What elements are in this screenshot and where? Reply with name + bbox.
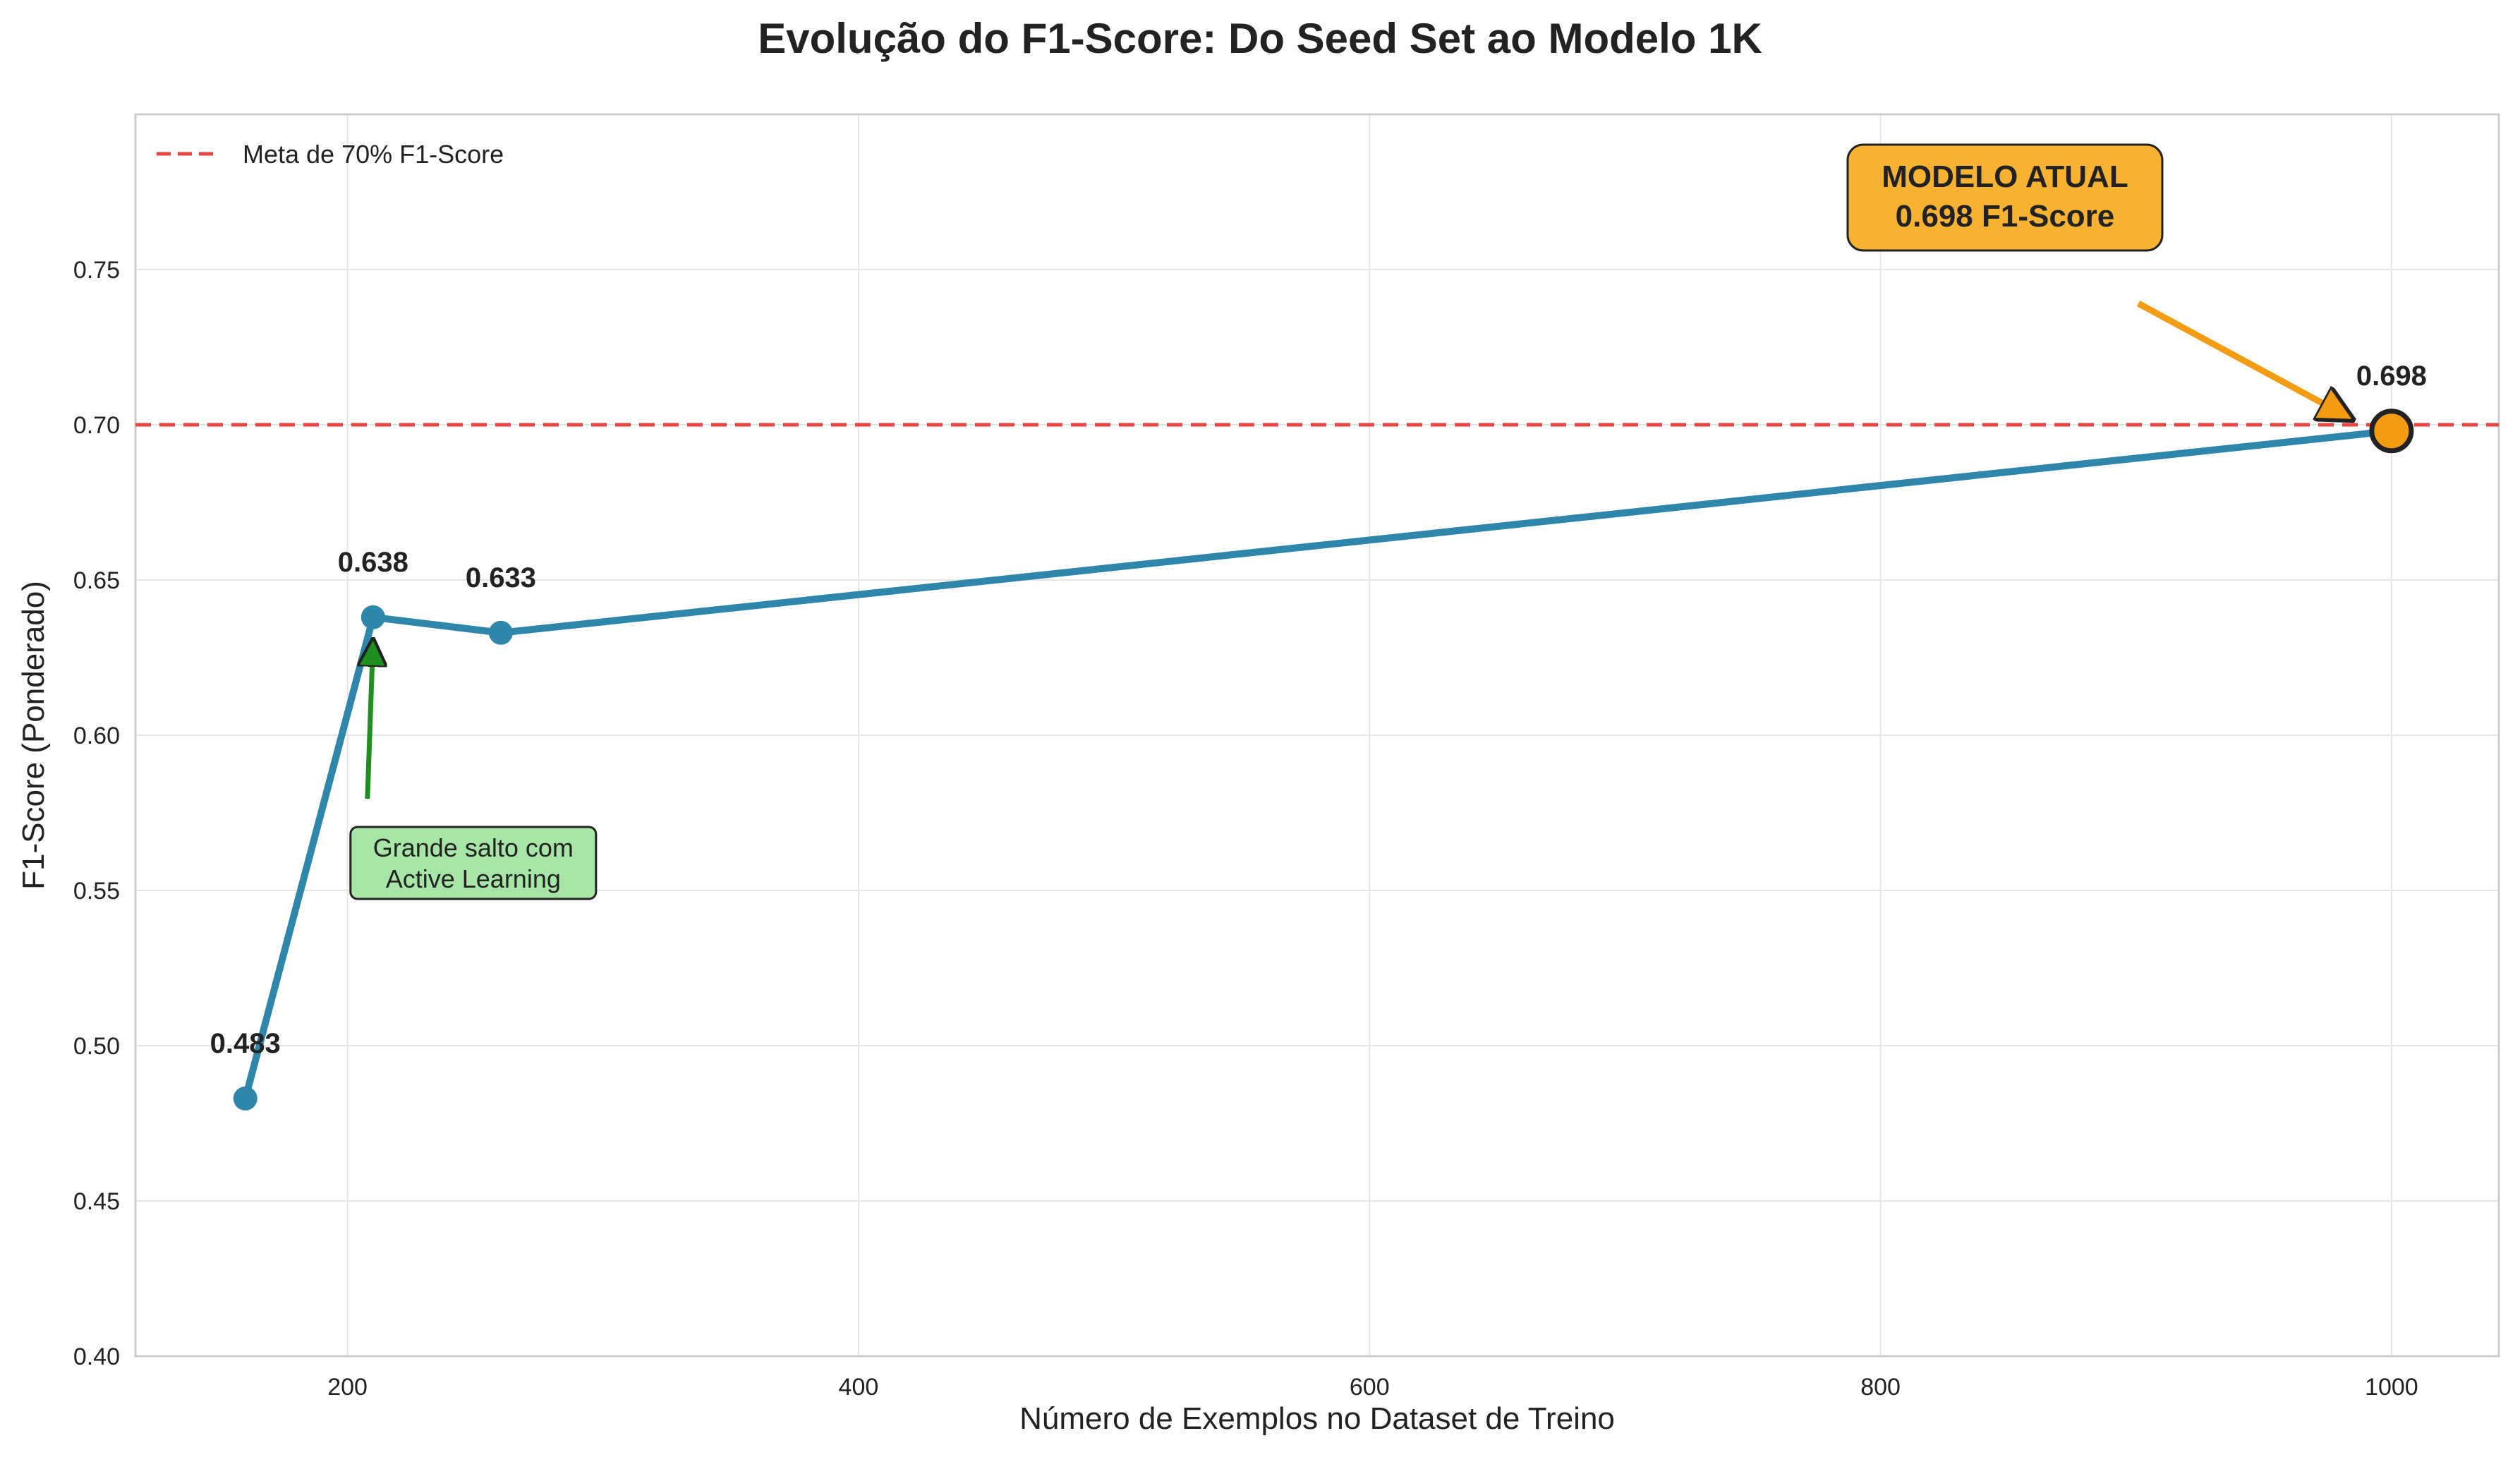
legend-label: Meta de 70% F1-Score xyxy=(243,140,504,169)
grid xyxy=(135,114,2499,1357)
y-tick-label: 0.75 xyxy=(73,257,120,284)
chart-title: Evolução do F1-Score: Do Seed Set ao Mod… xyxy=(758,15,1762,62)
legend: Meta de 70% F1-Score xyxy=(157,140,504,169)
data-point xyxy=(488,620,513,645)
series-line xyxy=(241,427,2395,1102)
y-tick-label: 0.65 xyxy=(73,567,120,594)
y-tick-label: 0.60 xyxy=(73,723,120,749)
data-label: 0.698 xyxy=(2356,361,2427,392)
annotation-text: 0.698 F1-Score xyxy=(1896,199,2115,234)
y-tick-label: 0.55 xyxy=(73,878,120,905)
data-label: 0.638 xyxy=(338,547,408,578)
y-tick-label: 0.45 xyxy=(73,1188,120,1215)
annotation-text: MODELO ATUAL xyxy=(1882,159,2128,194)
data-point xyxy=(361,605,385,629)
annotation-arrow xyxy=(2136,301,2352,419)
data-label: 0.633 xyxy=(466,562,536,593)
data-label: 0.483 xyxy=(210,1028,281,1059)
annotation-text: Grande salto com xyxy=(373,833,574,862)
annotation-text: Active Learning xyxy=(386,864,561,893)
annotation-box xyxy=(349,826,598,900)
tick-labels: 200 400 600 800 1000 0.40 0.45 0.50 0.55 0.60 0.65… xyxy=(73,257,2418,1401)
annotation-arrow xyxy=(368,640,373,799)
x-tick-label: 400 xyxy=(839,1374,879,1401)
annotation-box xyxy=(1846,143,2164,252)
x-tick-label: 600 xyxy=(1350,1374,1390,1401)
x-tick-label: 800 xyxy=(1860,1374,1901,1401)
x-tick-label: 1000 xyxy=(2365,1374,2418,1401)
plot-frame xyxy=(134,113,2500,1358)
y-tick-label: 0.40 xyxy=(73,1343,120,1370)
highlight-point xyxy=(2369,409,2414,454)
series-layer: 0.483 0.638 0.633 0.698 xyxy=(210,361,2427,1111)
y-tick-label: 0.70 xyxy=(73,412,120,439)
y-axis-label: F1-Score (Ponderado) xyxy=(16,581,51,890)
x-tick-label: 200 xyxy=(327,1374,368,1401)
data-point xyxy=(233,1086,258,1111)
y-tick-label: 0.50 xyxy=(73,1033,120,1060)
x-axis-label: Número de Exemplos no Dataset de Treino xyxy=(1019,1401,1615,1436)
